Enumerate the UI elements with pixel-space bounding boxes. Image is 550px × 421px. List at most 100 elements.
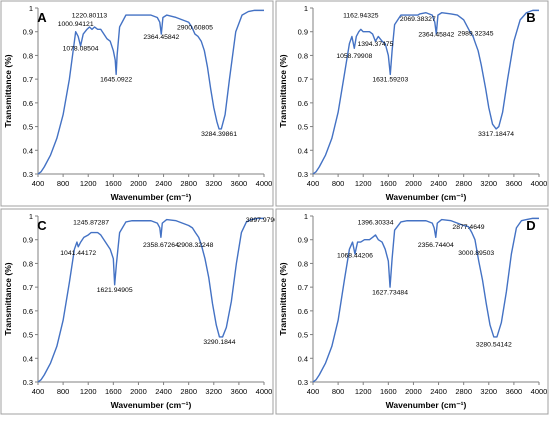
peak-annotation: 1627.73484 — [372, 289, 408, 296]
y-tick-label: 1 — [29, 4, 33, 13]
x-tick-label: 2000 — [130, 387, 147, 396]
peak-annotation: 1396.30334 — [358, 219, 394, 226]
peak-annotation: 1631.59203 — [372, 77, 408, 84]
y-tick-label: 0.5 — [23, 123, 33, 132]
x-tick-label: 3600 — [231, 387, 248, 396]
y-tick-label: 1 — [29, 212, 33, 221]
y-tick-label: 0.3 — [298, 170, 308, 179]
peak-annotation: 2364.45842 — [143, 34, 179, 41]
y-axis-label: Transmittance (%) — [278, 54, 288, 127]
x-tick-label: 400 — [32, 179, 45, 188]
peak-annotation: 1078.08504 — [63, 46, 99, 53]
chart-panel-b: 0.3 0.4 0.5 0.6 0.7 0.8 0.9 1 400 800 1200 1600 2000… — [275, 0, 550, 208]
panel-border — [0, 0, 274, 207]
x-tick-label: 3600 — [506, 387, 523, 396]
x-tick-label: 2800 — [180, 179, 197, 188]
peak-annotation: 1245.87287 — [73, 219, 109, 226]
x-axis-label: Wavenumber (cm⁻¹) — [111, 192, 192, 202]
y-tick-label: 0.8 — [23, 259, 33, 268]
y-tick-label: 0.6 — [23, 307, 33, 316]
peak-annotation: 1645.0922 — [100, 77, 132, 84]
y-tick-label: 0.8 — [298, 259, 308, 268]
x-tick-label: 3200 — [480, 387, 497, 396]
peak-annotation: 1621.94905 — [97, 287, 133, 294]
y-tick-label: 0.6 — [298, 307, 308, 316]
y-tick-label: 0.5 — [298, 331, 308, 340]
peak-annotation: 3317.18474 — [478, 131, 514, 138]
peak-annotation: 1162.94325 — [343, 12, 379, 19]
peak-annotation: 2364.45842 — [418, 31, 454, 38]
series-line-0 — [37, 9, 264, 175]
peak-annotation: 2989.32345 — [458, 30, 494, 37]
x-tick-label: 1600 — [380, 179, 397, 188]
chart-svg: 0.3 0.4 0.5 0.6 0.7 0.8 0.9 1 400 800 1200 1600 2000… — [0, 0, 274, 207]
y-tick-label: 0.6 — [23, 99, 33, 108]
x-tick-label: 2400 — [430, 179, 447, 188]
x-tick-label: 2000 — [405, 179, 422, 188]
y-tick-label: 0.9 — [23, 236, 33, 245]
chart-panel-d: 0.3 0.4 0.5 0.6 0.7 0.8 0.9 1 400 800 1200 1600 2000… — [275, 208, 550, 416]
peak-annotation: 2908.32248 — [177, 242, 213, 249]
y-tick-label: 0.7 — [298, 75, 308, 84]
y-axis-label: Transmittance (%) — [3, 54, 13, 127]
x-tick-label: 2800 — [455, 387, 472, 396]
x-tick-label: 1600 — [105, 387, 122, 396]
x-tick-label: 2800 — [180, 387, 197, 396]
x-tick-label: 3600 — [506, 179, 523, 188]
x-tick-label: 1200 — [355, 387, 372, 396]
y-tick-label: 0.3 — [23, 170, 33, 179]
x-axis-label: Wavenumber (cm⁻¹) — [386, 192, 467, 202]
x-tick-label: 1200 — [80, 179, 97, 188]
y-axis-label: Transmittance (%) — [3, 262, 13, 335]
peak-annotation: 2877.4649 — [452, 224, 484, 231]
x-tick-label: 800 — [57, 387, 70, 396]
peak-annotation: 2069.38327 — [400, 16, 436, 23]
peak-annotation: 1041.44172 — [60, 250, 96, 257]
x-tick-label: 1600 — [105, 179, 122, 188]
peak-annotation: 3280.54142 — [476, 341, 512, 348]
x-tick-label: 2800 — [455, 179, 472, 188]
peak-annotation: 3000.89503 — [458, 250, 494, 257]
x-tick-label: 4000 — [256, 387, 273, 396]
y-tick-label: 0.4 — [23, 146, 33, 155]
x-tick-label: 4000 — [531, 387, 548, 396]
x-axis-label: Wavenumber (cm⁻¹) — [111, 400, 192, 410]
peak-annotation: 1068.44206 — [337, 253, 373, 260]
x-tick-label: 4000 — [531, 179, 548, 188]
peak-annotation: 1394.37475 — [357, 41, 393, 48]
chart-panel-a: 0.3 0.4 0.5 0.6 0.7 0.8 0.9 1 400 800 1200 1600 2000… — [0, 0, 275, 208]
y-tick-label: 0.8 — [23, 51, 33, 60]
x-tick-label: 400 — [32, 387, 45, 396]
x-tick-label: 3200 — [480, 179, 497, 188]
peak-annotation: 1220.80113 — [72, 12, 108, 19]
x-tick-label: 2000 — [405, 387, 422, 396]
y-tick-label: 0.9 — [23, 28, 33, 37]
panel-border — [0, 208, 274, 415]
y-axis-label: Transmittance (%) — [278, 262, 288, 335]
y-tick-label: 0.7 — [23, 283, 33, 292]
chart-svg: 0.3 0.4 0.5 0.6 0.7 0.8 0.9 1 400 800 1200 1600 2000… — [0, 208, 282, 415]
y-tick-label: 0.4 — [298, 146, 308, 155]
panel-label: A — [37, 10, 47, 25]
peak-annotation: 2356.74404 — [418, 242, 454, 249]
x-tick-label: 400 — [307, 387, 320, 396]
peak-annotation: 3284.39861 — [201, 131, 237, 138]
x-tick-label: 2000 — [130, 179, 147, 188]
peak-annotation: 2358.67264 — [143, 242, 179, 249]
x-tick-label: 800 — [332, 387, 345, 396]
chart-svg: 0.3 0.4 0.5 0.6 0.7 0.8 0.9 1 400 800 1200 1600 2000… — [275, 208, 549, 415]
x-tick-label: 1200 — [355, 179, 372, 188]
x-axis-label: Wavenumber (cm⁻¹) — [386, 400, 467, 410]
panel-label: C — [37, 218, 47, 233]
x-tick-label: 3200 — [205, 387, 222, 396]
panel-border — [275, 0, 549, 207]
series-line-0 — [312, 217, 539, 383]
y-tick-label: 0.6 — [298, 99, 308, 108]
series-line-0 — [312, 9, 539, 175]
chart-svg: 0.3 0.4 0.5 0.6 0.7 0.8 0.9 1 400 800 1200 1600 2000… — [275, 0, 549, 207]
x-tick-label: 400 — [307, 179, 320, 188]
x-tick-label: 800 — [57, 179, 70, 188]
peak-annotation: 1058.79908 — [336, 53, 372, 60]
peak-annotation: 3997.97905 — [246, 217, 275, 224]
